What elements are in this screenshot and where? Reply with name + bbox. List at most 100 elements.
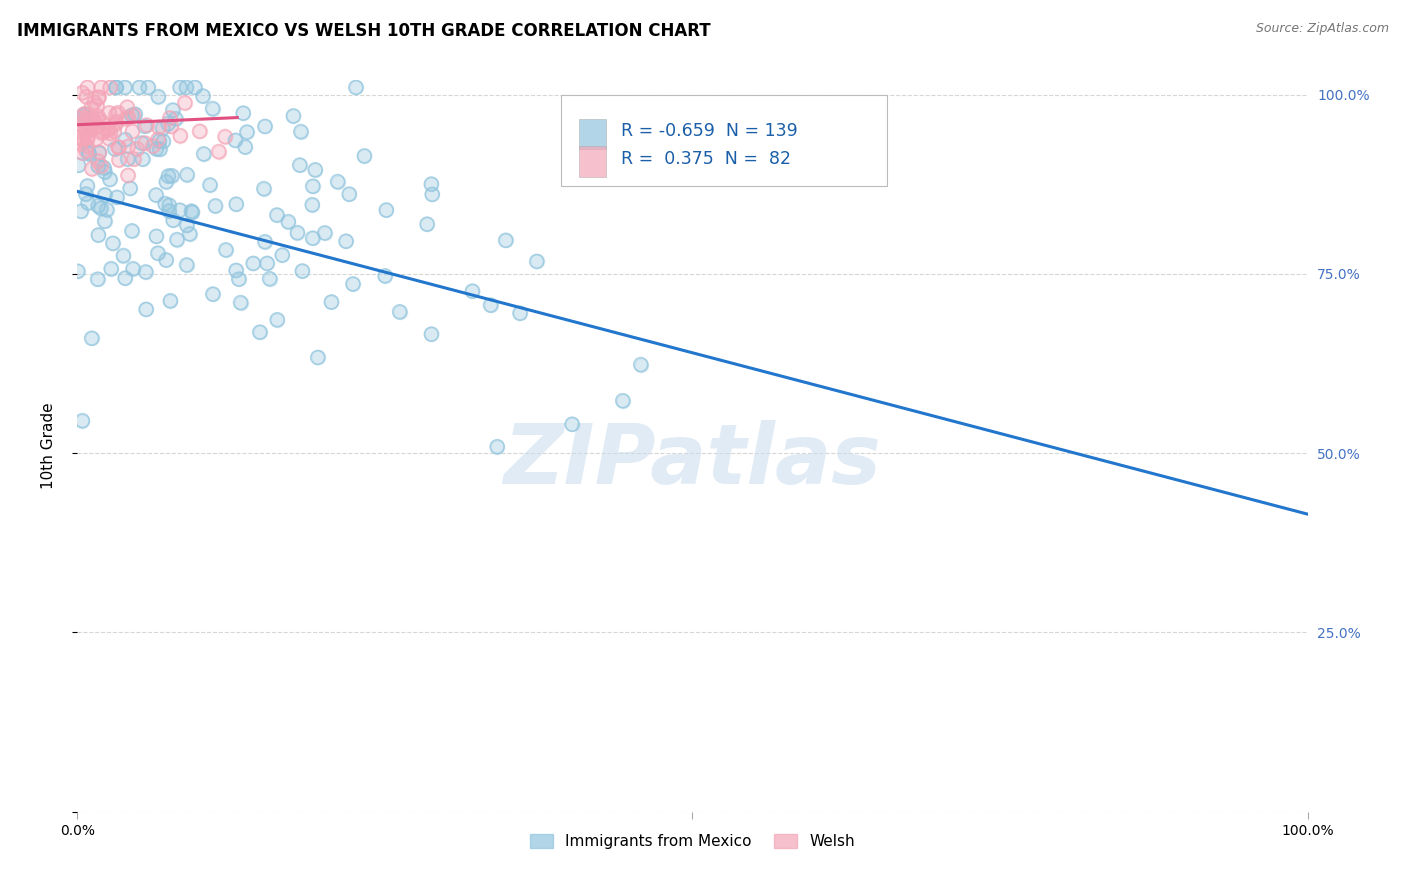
Point: [612, 393, 634, 408]
Point: [98, 80, 121, 95]
Point: [105, 80, 128, 95]
Point: [479, 298, 502, 312]
Point: [157, 169, 180, 183]
Point: [290, 124, 312, 138]
Point: [176, 168, 198, 182]
Point: [157, 117, 180, 131]
Point: [93, 161, 115, 175]
Point: [72, 108, 94, 122]
Point: [266, 208, 288, 222]
Point: [176, 80, 198, 95]
Point: [146, 132, 169, 146]
Point: [93, 214, 115, 228]
Text: Source: ZipAtlas.com: Source: ZipAtlas.com: [1256, 22, 1389, 36]
Point: [169, 203, 191, 218]
Point: [93, 165, 115, 179]
Point: [108, 153, 131, 167]
Point: [152, 135, 174, 149]
Point: [495, 233, 517, 247]
Point: [75, 89, 97, 103]
Point: [374, 268, 396, 283]
Point: [72, 134, 94, 148]
Point: [72, 132, 94, 146]
Point: [420, 187, 443, 202]
Point: [76, 80, 98, 95]
Point: [70, 204, 93, 219]
Point: [76, 138, 98, 153]
Point: [353, 149, 375, 163]
Point: [80, 101, 103, 115]
Point: [86, 98, 108, 112]
Point: [115, 100, 138, 114]
Point: [75, 107, 97, 121]
Point: [344, 80, 367, 95]
Point: [204, 199, 226, 213]
Point: [117, 139, 139, 153]
Point: [76, 138, 98, 153]
Point: [375, 202, 398, 217]
Point: [135, 118, 157, 132]
Point: [198, 178, 221, 192]
Point: [208, 145, 231, 159]
Point: [148, 89, 170, 103]
Point: [136, 80, 159, 95]
Point: [191, 89, 214, 103]
Point: [342, 277, 364, 291]
Point: [277, 214, 299, 228]
Point: [66, 111, 89, 125]
Point: [157, 198, 180, 212]
Point: [86, 119, 108, 133]
Point: [104, 117, 127, 131]
Point: [229, 295, 252, 310]
Point: [180, 204, 202, 219]
Point: [162, 103, 184, 117]
Point: [233, 140, 256, 154]
Point: [87, 227, 110, 242]
Point: [416, 217, 439, 231]
Point: [353, 149, 375, 163]
Point: [321, 295, 343, 310]
Point: [121, 108, 143, 122]
FancyBboxPatch shape: [561, 95, 887, 186]
Point: [314, 226, 336, 240]
Point: [76, 115, 98, 129]
Point: [131, 136, 153, 150]
Point: [159, 293, 181, 308]
Point: [122, 261, 145, 276]
Point: [180, 204, 202, 219]
Point: [75, 144, 97, 158]
Point: [66, 264, 89, 278]
Point: [214, 129, 236, 144]
Point: [229, 295, 252, 310]
Point: [461, 284, 484, 298]
Point: [98, 80, 121, 95]
Point: [253, 181, 276, 195]
Point: [176, 168, 198, 182]
Point: [72, 146, 94, 161]
Point: [90, 126, 112, 140]
Point: [225, 197, 247, 211]
Point: [70, 86, 93, 100]
Point: [80, 331, 103, 345]
Point: [181, 205, 204, 219]
Point: [142, 139, 165, 153]
Point: [157, 204, 180, 219]
Point: [121, 124, 143, 138]
Point: [314, 226, 336, 240]
Point: [75, 116, 97, 130]
Point: [166, 233, 188, 247]
Point: [75, 107, 97, 121]
Point: [66, 264, 89, 278]
Point: [107, 140, 129, 154]
Point: [301, 179, 323, 194]
Point: [256, 256, 278, 270]
Point: [160, 120, 183, 134]
Point: [495, 233, 517, 247]
Point: [526, 254, 548, 268]
Point: [225, 263, 247, 277]
Point: [193, 147, 215, 161]
Point: [80, 113, 103, 128]
Point: [72, 146, 94, 161]
Point: [215, 243, 238, 257]
Point: [228, 272, 250, 286]
